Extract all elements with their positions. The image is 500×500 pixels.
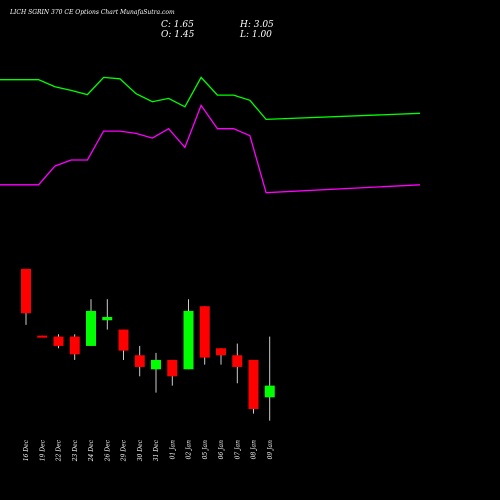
candle-3 <box>69 334 80 360</box>
candle-body <box>21 268 31 314</box>
x-tick-label: 31 Dec <box>153 439 160 461</box>
x-tick-label: 08 Jan <box>251 440 258 460</box>
candle-1 <box>37 335 48 338</box>
x-tick-label: 07 Jan <box>234 440 241 460</box>
chart-title: LICH SGRIN 370 CE Options Chart MunafaSu… <box>9 9 175 16</box>
candle-9 <box>167 359 178 386</box>
candle-2 <box>53 334 64 349</box>
candle-body <box>53 336 64 346</box>
candle-body <box>37 335 48 338</box>
x-tick-label: 22 Dec <box>56 439 63 462</box>
x-tick-label: 16 Dec <box>23 439 30 461</box>
candle-6 <box>118 329 129 360</box>
candle-body <box>216 348 226 356</box>
high-value: H: 3.05 <box>239 20 274 30</box>
candle-15 <box>264 336 275 421</box>
x-tick-label: 30 Dec <box>137 439 144 461</box>
candle-body <box>248 359 259 409</box>
candle-13 <box>232 343 243 384</box>
candle-body <box>134 355 145 367</box>
x-tick-label: 26 Dec <box>104 439 111 462</box>
candle-5 <box>102 299 113 330</box>
ema-slow-line <box>0 104 421 194</box>
candle-11 <box>199 306 210 365</box>
x-tick-label: 06 Jan <box>218 440 225 460</box>
x-tick-label: 29 Dec <box>121 439 128 462</box>
ema-lines <box>0 76 421 194</box>
candle-8 <box>151 352 161 393</box>
chart-header: LICH SGRIN 370 CE Options Chart MunafaSu… <box>9 9 274 40</box>
candle-body <box>199 306 210 358</box>
candle-0 <box>21 268 31 325</box>
candle-10 <box>183 299 194 370</box>
candle-body <box>167 359 178 377</box>
x-tick-label: 05 Jan <box>202 440 209 460</box>
x-tick-label: 09 Jan <box>267 440 274 460</box>
open-value: O: 1.45 <box>161 30 195 40</box>
candle-body <box>151 359 161 370</box>
candle-body <box>183 310 194 370</box>
candle-14 <box>248 359 259 414</box>
candle-body <box>264 385 275 398</box>
low-value: L: 1.00 <box>239 30 272 40</box>
candle-12 <box>216 348 226 365</box>
x-tick-label: 01 Jan <box>169 440 176 460</box>
x-axis-ticks: 16 Dec 19 Dec 22 Dec 23 Dec 24 Dec 26 Dec 29 D… <box>23 439 274 462</box>
x-tick-label: 23 Dec <box>72 439 79 462</box>
close-value: C: 1.65 <box>161 20 194 30</box>
x-tick-label: 19 Dec <box>39 439 46 461</box>
ema-fast-line <box>0 76 421 121</box>
candle-body <box>118 329 129 351</box>
candle-7 <box>134 345 145 377</box>
x-tick-label: 02 Jan <box>186 440 193 460</box>
candle-body <box>102 316 113 321</box>
candle-4 <box>86 299 96 346</box>
candles <box>21 268 275 421</box>
candle-body <box>86 310 96 346</box>
x-tick-label: 24 Dec <box>88 439 95 462</box>
candle-body <box>232 355 243 367</box>
candle-body <box>69 336 80 355</box>
